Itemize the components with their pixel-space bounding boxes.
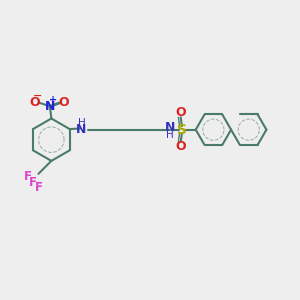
Text: N: N xyxy=(165,122,175,134)
Text: O: O xyxy=(176,140,186,153)
Text: S: S xyxy=(177,123,187,137)
Text: N: N xyxy=(45,100,55,112)
Text: F: F xyxy=(34,181,42,194)
Text: N: N xyxy=(76,124,87,136)
Text: H: H xyxy=(78,118,86,128)
Text: F: F xyxy=(28,176,37,189)
Text: −: − xyxy=(33,91,42,101)
Text: +: + xyxy=(50,95,58,105)
Text: O: O xyxy=(29,96,40,109)
Text: O: O xyxy=(176,106,186,119)
Text: O: O xyxy=(58,96,69,109)
Text: H: H xyxy=(166,130,174,140)
Text: F: F xyxy=(24,170,32,183)
